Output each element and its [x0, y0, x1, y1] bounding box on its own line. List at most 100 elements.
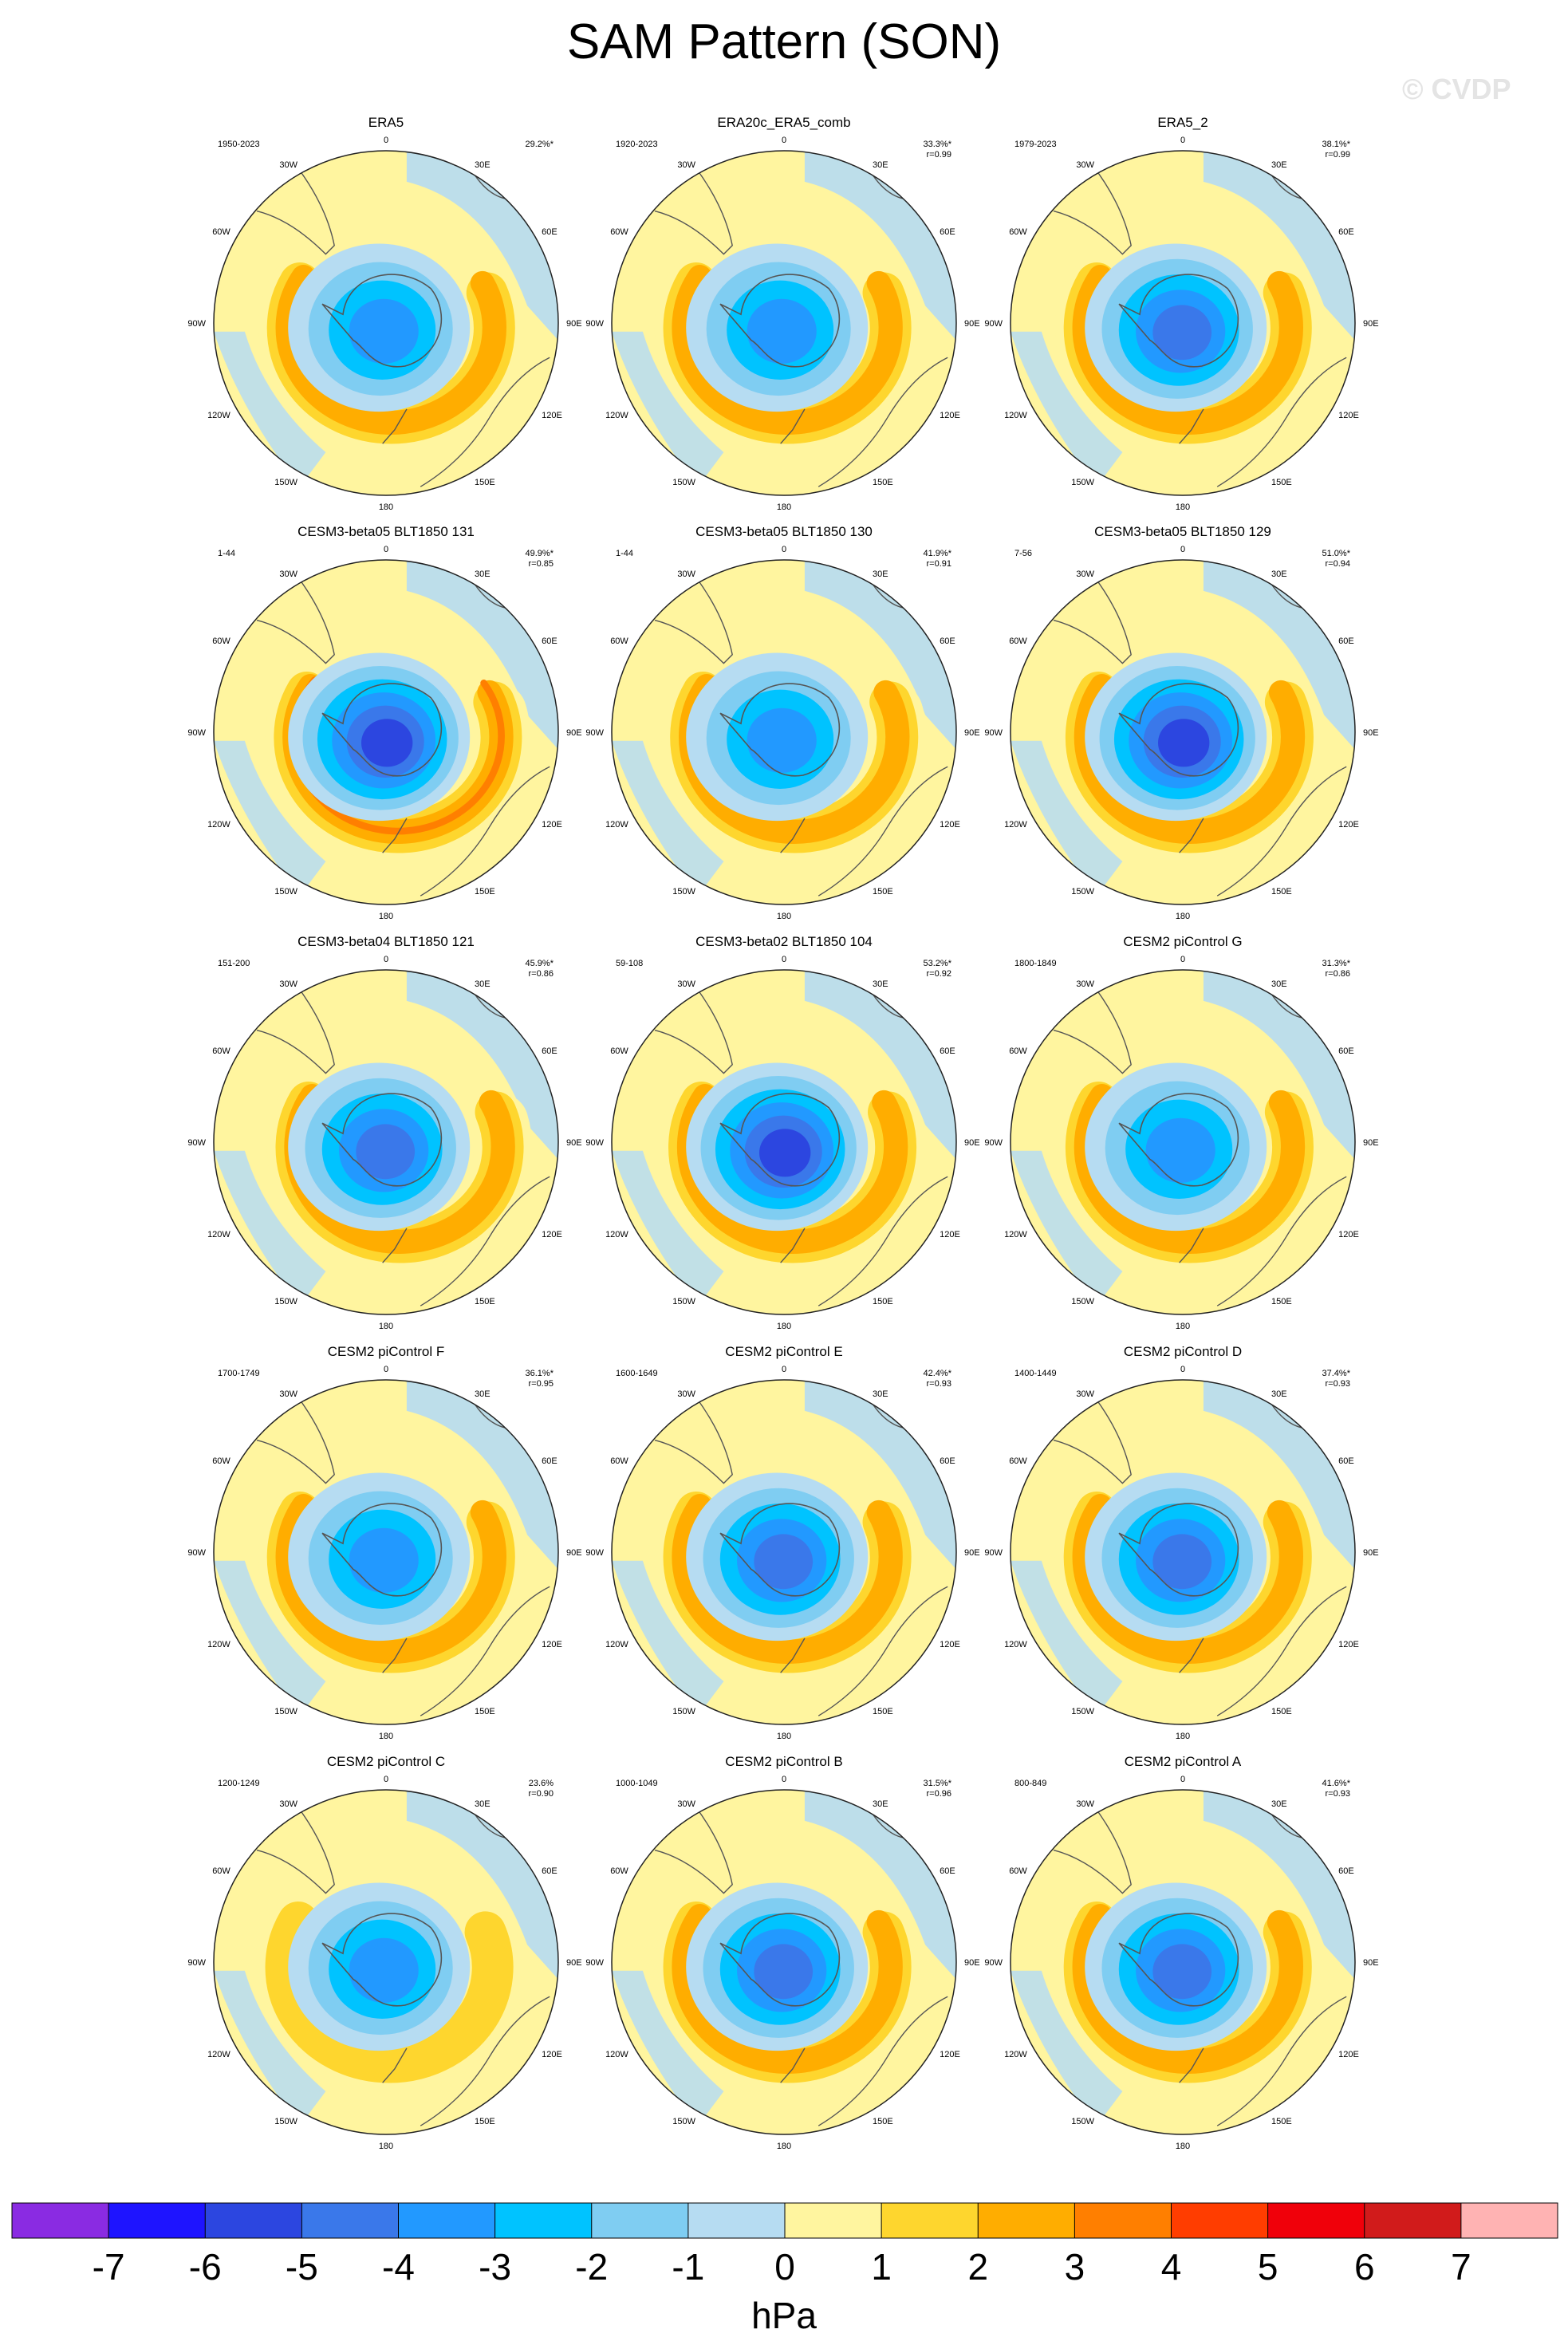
- colorbar-tick-label: -1: [672, 2246, 704, 2288]
- longitude-label: 120W: [1004, 411, 1027, 420]
- longitude-label: 150E: [1271, 2117, 1292, 2126]
- longitude-label: 180: [1176, 1322, 1190, 1331]
- longitude-label: 90W: [585, 319, 604, 329]
- negative-outer-patch: [612, 331, 724, 487]
- longitude-label: 150E: [1271, 1707, 1292, 1716]
- sam-panel: 0 30E 60E 90E 120E 150E 180 150W 120W 90W 60W 30W ER…: [585, 115, 979, 512]
- longitude-label: 30E: [475, 1389, 490, 1399]
- panel-correlation: r=0.86: [1326, 969, 1351, 979]
- panel-years: 800-849: [1014, 1779, 1046, 1788]
- longitude-label: 90W: [585, 728, 604, 738]
- australia-coastline: [1216, 357, 1347, 487]
- negative-anomaly-contour: [349, 1937, 419, 2003]
- negative-outer-patch: [406, 970, 558, 1160]
- south-america-coastline: [256, 978, 335, 1074]
- panel-outline: [1010, 559, 1356, 905]
- longitude-label: 180: [777, 1322, 791, 1331]
- longitude-label: 120E: [940, 1640, 960, 1649]
- longitude-label: 90E: [1363, 1138, 1379, 1148]
- longitude-label: 180: [1176, 912, 1190, 921]
- positive-anomaly-band: [1072, 1494, 1303, 1664]
- longitude-label: 0: [782, 545, 786, 554]
- antarctica-coastline: [1118, 1093, 1239, 1187]
- panel-variance-explained: 41.9%*: [924, 549, 952, 558]
- longitude-label: 60W: [610, 1046, 628, 1056]
- negative-outer-patch: [1011, 1560, 1123, 1716]
- sam-panel: 0 30E 60E 90E 120E 150E 180 150W 120W 90W 60W 30W CE…: [187, 524, 581, 921]
- negative-outer-patch: [214, 1560, 326, 1716]
- panel-years: 1-44: [218, 549, 235, 558]
- panel-outline: [1010, 1379, 1356, 1725]
- longitude-label: 30E: [1271, 1799, 1287, 1809]
- south-america-coastline: [1053, 978, 1132, 1074]
- new-zealand-coastline: [780, 1637, 806, 1673]
- longitude-label: 90W: [187, 1958, 206, 1968]
- panel-years: 1950-2023: [218, 140, 260, 149]
- longitude-label: 120W: [207, 1640, 230, 1649]
- longitude-label: 60E: [940, 636, 955, 646]
- longitude-label: 60E: [542, 1456, 557, 1466]
- sam-panel: 0 30E 60E 90E 120E 150E 180 150W 120W 90W 60W 30W CE…: [187, 1754, 581, 2151]
- colorbar-swatch: [978, 2203, 1075, 2238]
- longitude-label: 60W: [610, 227, 628, 237]
- longitude-label: 120E: [940, 820, 960, 830]
- longitude-label: 150W: [672, 1297, 695, 1306]
- panel-years: 1800-1849: [1014, 959, 1057, 968]
- longitude-label: 150E: [475, 2117, 495, 2126]
- negative-outer-patch: [1011, 331, 1123, 487]
- colorbar-swatch: [881, 2203, 979, 2238]
- sam-panel: 0 30E 60E 90E 120E 150E 180 150W 120W 90W 60W 30W CE…: [585, 1344, 979, 1741]
- colorbar-tick-label: 6: [1354, 2246, 1375, 2288]
- south-america-coastline: [1053, 1388, 1132, 1484]
- colorbar-tick-label: 7: [1451, 2246, 1471, 2288]
- longitude-label: 0: [782, 1775, 786, 1784]
- colorbar-swatch: [591, 2203, 689, 2238]
- longitude-label: 60W: [212, 1456, 230, 1466]
- negative-outer-patch: [214, 1970, 326, 2126]
- longitude-label: 90E: [964, 1958, 980, 1968]
- longitude-label: 90W: [984, 1138, 1003, 1148]
- longitude-label: 60E: [1338, 1866, 1354, 1876]
- negative-anomaly-contour: [754, 1534, 814, 1590]
- longitude-label: 120W: [1004, 1640, 1027, 1649]
- longitude-label: 0: [1180, 1775, 1185, 1784]
- positive-anomaly-band: [1072, 265, 1303, 435]
- longitude-label: 150W: [274, 1707, 297, 1716]
- antarctica-coastline: [1118, 1913, 1239, 2007]
- negative-outer-patch: [612, 1970, 724, 2126]
- panel-title: CESM2 piControl C: [327, 1754, 445, 1769]
- panel-variance-explained: 41.6%*: [1322, 1779, 1351, 1788]
- antarctica-coastline: [321, 274, 443, 368]
- panel-correlation: r=0.92: [927, 969, 952, 979]
- longitude-label: 60E: [542, 1866, 557, 1876]
- longitude-label: 180: [379, 2142, 393, 2151]
- colorbar-tick-label: -3: [479, 2246, 511, 2288]
- antarctica-coastline: [321, 1503, 443, 1597]
- panel-title: CESM2 piControl E: [725, 1344, 842, 1359]
- longitude-label: 90W: [585, 1138, 604, 1148]
- negative-outer-patch: [612, 1560, 724, 1716]
- panel-outline: [213, 559, 559, 905]
- australia-coastline: [420, 1176, 550, 1306]
- new-zealand-coastline: [382, 1228, 408, 1263]
- longitude-label: 0: [1180, 955, 1185, 964]
- longitude-label: 180: [379, 912, 393, 921]
- longitude-label: 180: [379, 1732, 393, 1741]
- longitude-label: 120W: [605, 1640, 628, 1649]
- australia-coastline: [817, 1586, 948, 1716]
- negative-outer-patch: [804, 1790, 956, 1980]
- panel-correlation: r=0.86: [529, 969, 554, 979]
- longitude-label: 30W: [1076, 1799, 1094, 1809]
- panel-variance-explained: 45.9%*: [526, 959, 554, 968]
- panel-title: ERA5: [368, 115, 404, 130]
- panel-title: CESM2 piControl A: [1125, 1754, 1242, 1769]
- longitude-label: 0: [1180, 136, 1185, 145]
- longitude-label: 60W: [212, 1046, 230, 1056]
- longitude-label: 150E: [475, 887, 495, 897]
- longitude-label: 30W: [1076, 979, 1094, 989]
- panel-variance-explained: 53.2%*: [924, 959, 952, 968]
- negative-outer-patch: [1203, 151, 1355, 341]
- colorbar-tick-label: 4: [1161, 2246, 1182, 2288]
- negative-anomaly-contour: [1158, 719, 1210, 767]
- longitude-label: 150W: [1071, 887, 1094, 897]
